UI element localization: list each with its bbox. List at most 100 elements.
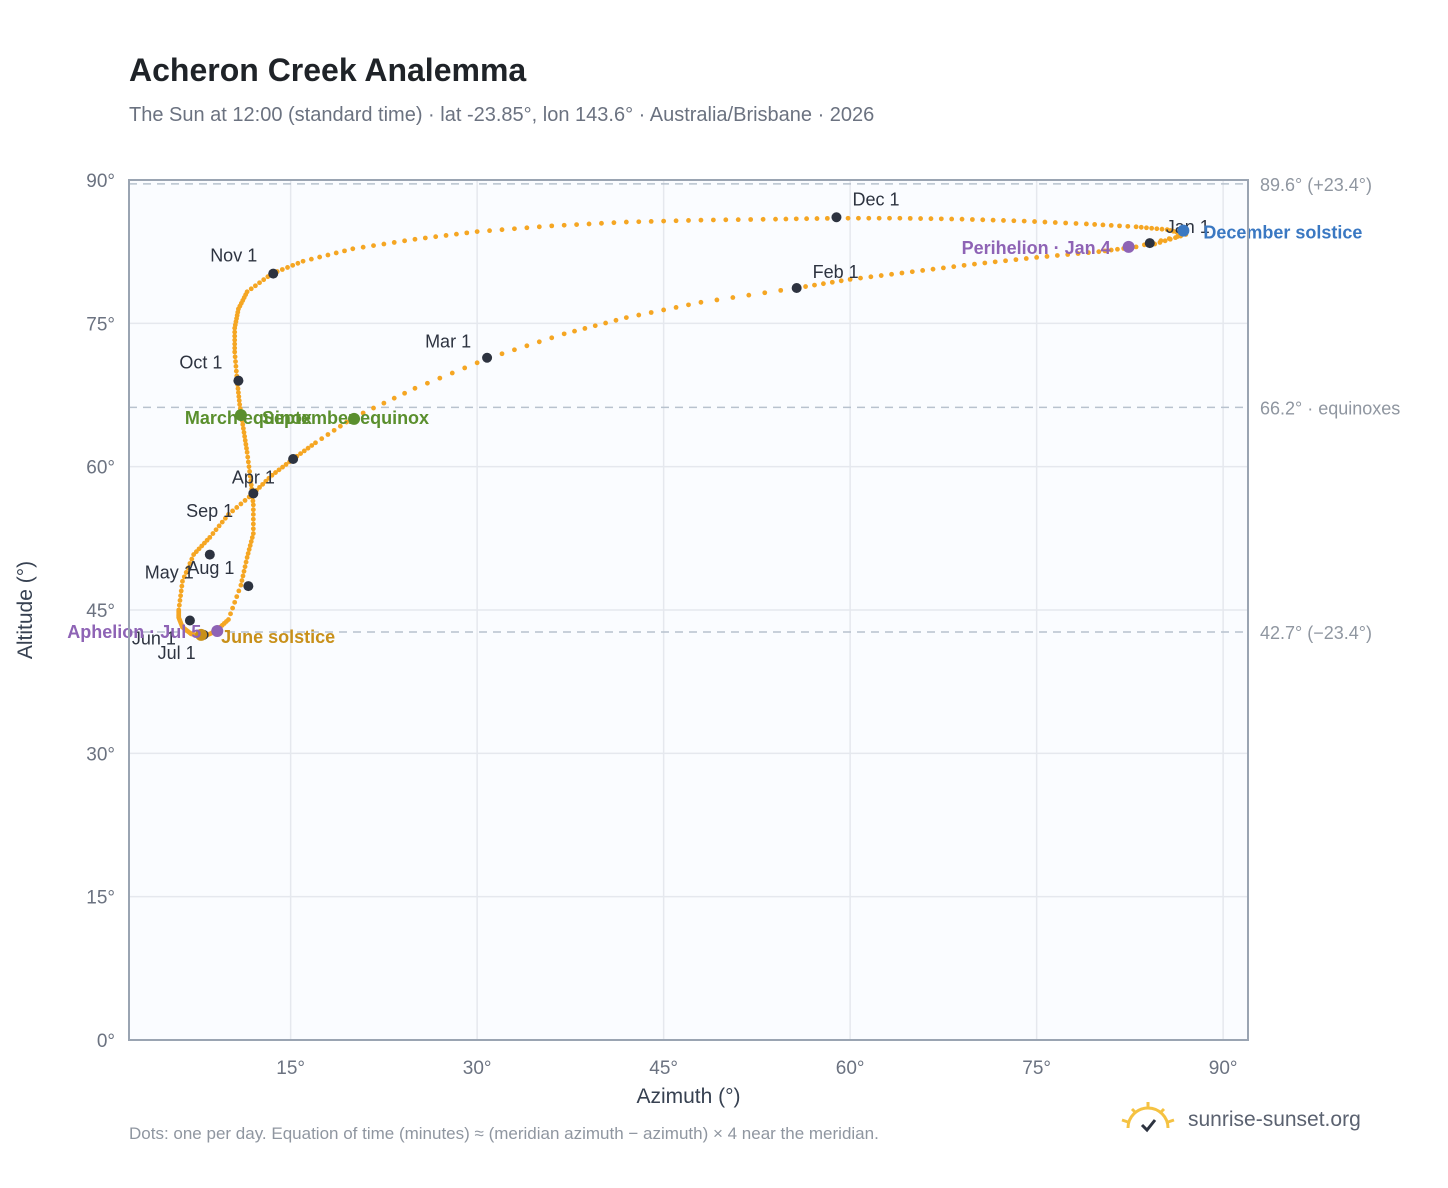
brand[interactable]: sunrise-sunset.org <box>1120 1100 1361 1140</box>
daily-sun-dot <box>648 219 654 224</box>
daily-sun-dot <box>829 279 835 285</box>
daily-sun-dot <box>232 337 238 343</box>
daily-sun-dot <box>1144 225 1149 231</box>
plot-frame <box>128 179 1249 1041</box>
daily-sun-dot <box>371 243 376 249</box>
daily-sun-dot <box>236 398 242 403</box>
daily-sun-dot <box>295 260 301 266</box>
daily-sun-dot <box>1001 218 1006 223</box>
daily-sun-dot <box>213 527 219 533</box>
daily-sun-dot <box>246 464 252 470</box>
daily-sun-dot <box>990 217 996 223</box>
daily-sun-dot <box>185 565 191 571</box>
x-tick-label: 15° <box>276 1058 305 1079</box>
daily-sun-dot <box>301 448 307 454</box>
event-marker-dot <box>1177 224 1190 237</box>
daily-sun-dot <box>244 449 250 455</box>
daily-sun-dot <box>244 289 250 295</box>
daily-sun-dot <box>250 498 256 504</box>
daily-sun-dot <box>856 215 861 221</box>
daily-sun-dot <box>812 282 817 288</box>
daily-sun-dot <box>433 234 439 240</box>
daily-sun-dot <box>248 482 254 488</box>
daily-sun-dot <box>236 394 242 399</box>
daily-sun-dot <box>1133 244 1139 250</box>
daily-sun-dot <box>412 385 418 391</box>
event-marker-dot <box>195 628 208 641</box>
daily-sun-dot <box>462 365 468 371</box>
daily-sun-dot <box>1034 255 1040 260</box>
daily-sun-dot <box>603 320 609 326</box>
daily-sun-dot <box>232 345 238 351</box>
daily-sun-dot <box>1133 224 1139 230</box>
daily-sun-dot <box>239 578 245 583</box>
daily-sun-dot <box>611 220 617 226</box>
x-tick-label: 60° <box>836 1058 865 1079</box>
daily-sun-dot <box>240 573 246 579</box>
daily-sun-dot <box>961 262 967 268</box>
event-marker-dot <box>234 409 247 422</box>
daily-sun-dot <box>233 368 239 374</box>
month-marker-label: Nov 1 <box>210 246 257 266</box>
daily-sun-dot <box>240 426 246 431</box>
daily-sun-dot <box>422 235 428 241</box>
daily-sun-dot <box>183 570 189 575</box>
daily-sun-dot <box>1073 221 1079 226</box>
daily-sun-dot <box>257 484 262 490</box>
daily-sun-dot <box>228 611 233 617</box>
daily-sun-dot <box>273 470 278 475</box>
daily-sun-dot <box>245 454 251 460</box>
daily-sun-dot <box>298 451 303 457</box>
y-tick-label: 45° <box>86 601 115 622</box>
month-marker-dot <box>248 488 259 499</box>
grid-lines <box>129 180 1248 1040</box>
daily-sun-dot <box>524 225 530 231</box>
daily-sun-dot <box>443 233 449 238</box>
daily-sun-dot <box>1023 256 1029 261</box>
axis-ticks: 15° 30° 45° 60° 75° 90° 0° 15° 30° 45° 60° 75° 90° <box>86 171 1237 1079</box>
daily-sun-dot <box>824 215 830 221</box>
daily-sun-dot <box>266 475 272 481</box>
event-marker-label: Perihelion · Jan 4 <box>962 238 1111 258</box>
daily-sun-dot <box>1054 253 1060 258</box>
event-marker-label: December solstice <box>1203 223 1362 243</box>
daily-sun-dot <box>178 588 184 594</box>
daily-sun-dot <box>762 290 768 296</box>
daily-sun-dot <box>1149 225 1155 231</box>
daily-sun-dot <box>232 599 238 605</box>
daily-sun-dot <box>1108 247 1114 253</box>
daily-sun-dot <box>878 273 884 278</box>
daily-sun-dot <box>858 275 863 281</box>
month-marker-dot <box>288 454 299 465</box>
daily-sun-dot <box>236 390 241 396</box>
daily-sun-dot <box>661 307 667 313</box>
daily-sun-dot <box>245 459 251 465</box>
daily-sun-dot <box>561 331 567 337</box>
x-tick-label: 45° <box>649 1058 678 1079</box>
daily-sun-dot <box>474 229 480 235</box>
month-marker-dot <box>831 212 842 223</box>
daily-sun-dot <box>176 602 182 608</box>
daily-sun-dot <box>909 269 915 275</box>
daily-sun-dot <box>342 248 347 254</box>
daily-sun-dot <box>233 363 239 369</box>
daily-sun-dot <box>308 256 314 262</box>
daily-sun-dot <box>226 617 231 622</box>
daily-sun-dot <box>613 317 619 323</box>
daily-sun-dot <box>360 244 366 250</box>
daily-sun-dot <box>250 526 256 532</box>
month-marker-label: Jul 1 <box>158 643 196 663</box>
y-tick-label: 60° <box>86 458 115 479</box>
daily-sun-dot <box>512 226 517 232</box>
daily-sun-dot <box>260 481 266 487</box>
x-tick-label: 75° <box>1022 1058 1051 1079</box>
month-marker-dot <box>482 352 493 363</box>
daily-sun-dot <box>240 422 246 427</box>
daily-sun-dot <box>1075 251 1081 256</box>
daily-sun-dot <box>1013 257 1019 263</box>
daily-sun-dot <box>949 216 955 222</box>
daily-sun-dot <box>344 419 349 425</box>
